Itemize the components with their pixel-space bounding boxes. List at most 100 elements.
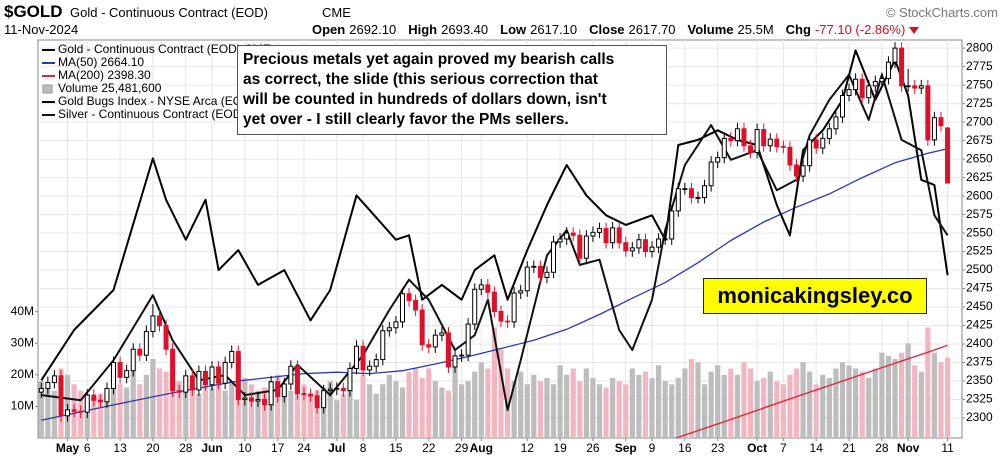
- volume-bar: [813, 384, 819, 438]
- stat-label: Chg: [785, 22, 811, 37]
- candle-body: [642, 239, 648, 253]
- candle-body: [656, 238, 662, 248]
- volume-bar: [281, 387, 287, 438]
- legend-swatch: [42, 84, 53, 94]
- x-tick-label: May: [56, 441, 80, 455]
- y-tick-label: 2800: [966, 40, 993, 54]
- x-tick-label: Aug: [470, 441, 493, 455]
- volume-bar: [596, 384, 603, 438]
- candle-body: [340, 387, 346, 392]
- volume-bar: [294, 368, 301, 438]
- volume-bar: [51, 390, 58, 438]
- candle-body: [268, 381, 274, 406]
- volume-bar: [261, 387, 268, 438]
- volume-bar: [478, 362, 484, 438]
- volume-bar: [603, 387, 609, 438]
- volume-bar: [747, 368, 754, 438]
- annotation-line: Precious metals yet again proved my bear…: [243, 51, 615, 68]
- candle-body: [65, 409, 71, 417]
- candle-body: [754, 129, 760, 153]
- volume-bar: [524, 384, 530, 438]
- candle-body: [596, 228, 602, 233]
- candle-body: [472, 288, 478, 325]
- y-tick-label: 2375: [966, 355, 993, 369]
- volume-bar: [110, 368, 117, 438]
- x-tick-label: 17: [271, 441, 285, 455]
- date: 11-Nov-2024: [4, 22, 79, 37]
- volume-bar: [531, 374, 537, 438]
- candle-body: [465, 323, 471, 356]
- legend-label: Volume 25,481,600: [58, 81, 162, 95]
- candle-body: [544, 271, 550, 278]
- volume-bar: [715, 365, 721, 438]
- candle-body: [321, 390, 327, 409]
- candle-body: [774, 138, 780, 148]
- x-tick-label: Oct: [747, 441, 767, 455]
- volume-bar: [275, 374, 281, 438]
- volume-bar: [163, 371, 169, 438]
- candle-body: [255, 399, 261, 402]
- volume-bar: [905, 343, 911, 438]
- candle-body: [380, 330, 386, 361]
- volume-bar: [452, 365, 458, 438]
- candle-body: [780, 146, 786, 148]
- candle-body: [787, 146, 793, 166]
- volume-bar: [925, 327, 931, 438]
- volume-bar: [137, 384, 143, 438]
- legend-label: MA(50) 2664.10: [58, 55, 144, 69]
- volume-bar: [800, 362, 806, 438]
- candle-body: [288, 365, 294, 385]
- volume-bar: [367, 384, 373, 438]
- candle-body: [222, 362, 228, 384]
- candle-body: [327, 388, 333, 392]
- candle-body: [879, 77, 885, 82]
- annotation-line: yet over - I still clearly favor the PMs…: [243, 111, 569, 128]
- candle-body: [675, 188, 681, 212]
- candle-body: [551, 241, 557, 273]
- volume-bar: [124, 387, 130, 438]
- candle-body: [557, 238, 563, 243]
- candle-body: [347, 367, 353, 392]
- candle-body: [202, 370, 208, 386]
- volume-bar: [334, 400, 340, 438]
- candle-body: [51, 375, 57, 384]
- y-tick-label: 2400: [966, 336, 993, 350]
- candle-body: [925, 85, 931, 141]
- volume-bar: [183, 390, 189, 438]
- volume-bar: [918, 371, 924, 438]
- volume-bar: [307, 393, 314, 438]
- symbol: $GOLD: [4, 2, 63, 21]
- volume-bar: [793, 368, 800, 438]
- candle-body: [229, 350, 235, 364]
- volume-bar: [91, 396, 97, 438]
- stat-label: Volume: [687, 22, 734, 37]
- volume-tick-label: 20M: [11, 367, 34, 381]
- y-tick-label: 2775: [966, 59, 993, 73]
- candle-body: [531, 265, 537, 268]
- candle-body: [91, 394, 97, 401]
- volume-bar: [688, 359, 695, 438]
- legend-label: MA(200) 2398.30: [58, 68, 151, 82]
- candle-body: [189, 375, 195, 391]
- candle-body: [38, 387, 44, 393]
- candle-body: [373, 359, 379, 367]
- x-tick-label: 10: [238, 441, 252, 455]
- candle-body: [610, 227, 616, 244]
- candle-body: [892, 47, 898, 63]
- volume-bar: [728, 368, 734, 438]
- candle-body: [97, 399, 103, 403]
- x-tick-label: 15: [389, 441, 403, 455]
- candle-body: [137, 348, 143, 356]
- candle-body: [629, 247, 635, 252]
- candle-body: [505, 320, 511, 323]
- candle-body: [721, 137, 727, 159]
- stat-value: 2693.40: [441, 22, 489, 37]
- candle-body: [669, 210, 675, 240]
- candle-body: [885, 61, 891, 79]
- candle-body: [393, 321, 399, 329]
- stat-value: 2617.70: [628, 22, 676, 37]
- candle-body: [432, 334, 438, 348]
- y-tick-label: 2325: [966, 392, 993, 406]
- candle-body: [767, 138, 773, 147]
- candle-body: [386, 327, 392, 332]
